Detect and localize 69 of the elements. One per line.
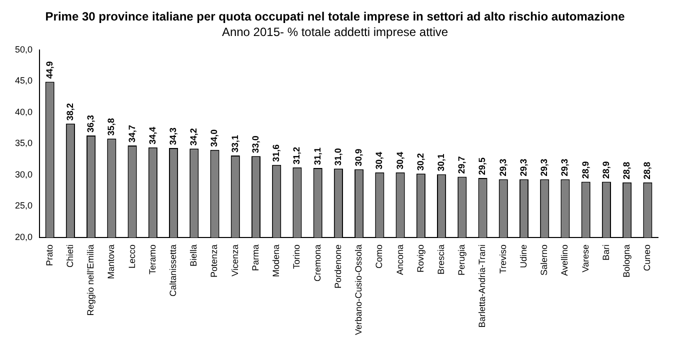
x-tick-label: Potenza xyxy=(209,244,220,278)
y-tick-label: 50,0 xyxy=(14,44,33,54)
data-label: 29,3 xyxy=(539,158,550,176)
x-tick-label: Mantova xyxy=(106,244,116,279)
x-tick-label: Chieti xyxy=(64,244,75,268)
x-tick-label: Salerno xyxy=(539,244,550,276)
x-tick-label: Torino xyxy=(292,244,302,269)
x-tick-label: Bologna xyxy=(622,244,632,278)
x-tick-label: Teramo xyxy=(147,244,158,274)
x-tick-label: Vicenza xyxy=(230,244,240,276)
data-label: 28,9 xyxy=(600,161,611,179)
data-label: 34,0 xyxy=(209,129,220,147)
data-label: 29,7 xyxy=(456,156,467,174)
data-label: 30,9 xyxy=(354,148,364,166)
x-tick-label: Biella xyxy=(188,244,199,266)
data-label: 31,6 xyxy=(271,144,282,162)
x-tick-label: Cremona xyxy=(312,244,322,282)
data-label: 38,2 xyxy=(64,103,75,121)
data-label: 28,9 xyxy=(580,161,590,179)
x-tick-label: Verbano-Cusio-Ossola xyxy=(354,244,364,335)
data-label: 36,3 xyxy=(86,114,96,132)
data-label: 30,4 xyxy=(394,152,405,170)
x-tick-label: Rovigo xyxy=(415,244,426,272)
data-label: 34,2 xyxy=(188,128,199,146)
x-tick-label: Treviso xyxy=(498,244,508,274)
y-tick-label: 45,0 xyxy=(14,76,33,86)
data-label: 31,0 xyxy=(332,148,343,166)
data-label: 33,1 xyxy=(230,134,240,153)
x-tick-label: Avellino xyxy=(560,244,570,276)
x-tick-label: Perugia xyxy=(456,244,467,276)
x-tick-label: Reggio nell'Emilia xyxy=(86,244,96,316)
data-label: 28,8 xyxy=(642,162,652,180)
x-tick-label: Lecco xyxy=(126,244,137,268)
x-tick-label: Barletta-Andria-Trani xyxy=(477,244,488,328)
x-tick-label: Ancona xyxy=(394,244,405,275)
data-label: 30,2 xyxy=(415,153,426,171)
x-tick-label: Prato xyxy=(44,244,54,266)
data-label: 44,9 xyxy=(44,61,54,79)
data-label: 34,7 xyxy=(126,124,137,143)
x-tick-label: Cuneo xyxy=(642,244,652,271)
data-label: 31,2 xyxy=(292,146,302,164)
y-tick-label: 35,0 xyxy=(14,138,33,148)
data-label: 31,1 xyxy=(312,147,322,166)
x-tick-label: Parma xyxy=(250,244,260,271)
chart-subtitle: Anno 2015- % totale addetti imprese attive xyxy=(222,24,448,39)
data-label: 29,3 xyxy=(498,158,508,176)
data-label: 29,3 xyxy=(518,158,528,176)
data-label: 30,1 xyxy=(436,154,446,172)
chart-title: Prime 30 province italiane per quota occupati nel totale imprese in settori ad alto rischio automazione xyxy=(45,10,626,24)
x-tick-label: Udine xyxy=(518,244,528,268)
y-tick-label: 20,0 xyxy=(14,232,33,242)
x-tick-label: Bari xyxy=(600,244,611,260)
y-tick-label: 40,0 xyxy=(14,106,33,117)
y-tick-label: 25,0 xyxy=(14,200,33,211)
x-tick-label: Brescia xyxy=(436,244,446,274)
x-tick-label: Caltanissetta xyxy=(168,244,178,296)
data-label: 35,8 xyxy=(106,118,116,136)
x-tick-label: Pordenone xyxy=(332,244,343,288)
x-tick-label: Varese xyxy=(580,244,590,272)
data-label: 34,3 xyxy=(168,127,178,146)
data-label: 34,4 xyxy=(147,126,158,144)
data-label: 33,0 xyxy=(250,136,260,154)
data-label: 28,8 xyxy=(622,162,632,180)
data-label: 30,4 xyxy=(374,152,384,170)
data-label: 29,3 xyxy=(560,158,570,176)
x-tick-label: Modena xyxy=(271,244,282,277)
y-tick-label: 30,0 xyxy=(14,169,33,180)
data-label: 29,5 xyxy=(477,158,488,176)
x-tick-label: Como xyxy=(374,244,384,268)
